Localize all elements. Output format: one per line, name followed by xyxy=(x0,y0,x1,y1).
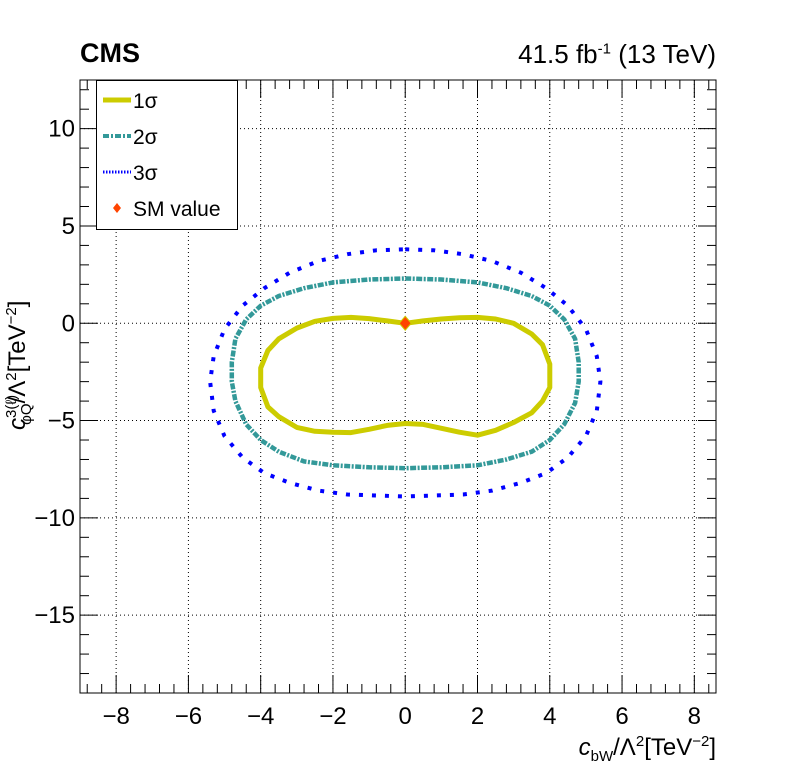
y-tick-label: 5 xyxy=(62,213,75,240)
contour-2sigma xyxy=(229,276,581,471)
y-unit: [TeV xyxy=(4,324,31,373)
legend-entry-sm: SM value xyxy=(97,191,237,225)
y-var-sub: φQ xyxy=(17,403,35,425)
legend-entry-1sigma: 1σ xyxy=(97,83,237,117)
legend-label-sm: SM value xyxy=(133,198,221,221)
x-var-sub: bW xyxy=(590,747,614,765)
x-unit: [TeV xyxy=(644,734,693,761)
y-tick-label: 0 xyxy=(62,310,75,337)
x-tick-label: 0 xyxy=(399,703,412,730)
sm-value-marker xyxy=(398,315,412,332)
plot-frame xyxy=(79,79,717,694)
x-var: c xyxy=(578,734,591,761)
y-sq: 2 xyxy=(3,372,20,381)
legend-marker-sm xyxy=(103,203,131,213)
y-tick-label: −10 xyxy=(34,505,75,532)
y-rest: /Λ xyxy=(4,380,31,404)
legend-entry-3sigma: 3σ xyxy=(97,155,237,189)
x-tick-label: 4 xyxy=(543,703,556,730)
y-close: ] xyxy=(4,300,31,308)
legend-label-3sigma: 3σ xyxy=(133,162,158,185)
legend: 1σ 2σ 3σ SM value xyxy=(96,80,238,230)
legend-line-2sigma xyxy=(103,133,131,139)
lumi-suffix: (13 TeV) xyxy=(610,39,716,69)
experiment-label: CMS xyxy=(80,38,140,68)
x-tick-label: −6 xyxy=(175,703,202,730)
x-close: ] xyxy=(709,734,716,761)
x-tick-label: 6 xyxy=(615,703,628,730)
y-tick-label: −5 xyxy=(48,408,75,435)
x-axis-label: cbW/Λ2[TeV−2] xyxy=(578,733,716,764)
x-tick-label: −8 xyxy=(102,703,129,730)
legend-line-1sigma xyxy=(103,97,131,103)
x-tick-label: −2 xyxy=(319,703,346,730)
y-tick-label: −15 xyxy=(34,602,75,629)
x-rest: /Λ xyxy=(613,734,636,761)
x-tick-label: 8 xyxy=(688,703,701,730)
luminosity-label: 41.5 fb-1 (13 TeV) xyxy=(518,41,716,67)
legend-label-1sigma: 1σ xyxy=(133,90,158,113)
x-unit-exp: −2 xyxy=(692,733,710,750)
y-axis-label: c3(ℓ)φQ/Λ2[TeV−2] xyxy=(3,300,35,430)
contour-1sigma xyxy=(258,314,553,438)
y-tick-label: 10 xyxy=(48,116,75,143)
x-tick-label: 2 xyxy=(471,703,484,730)
legend-line-3sigma xyxy=(103,169,131,175)
x-sq: 2 xyxy=(635,733,645,750)
legend-label-2sigma: 2σ xyxy=(133,126,158,149)
legend-entry-2sigma: 2σ xyxy=(97,119,237,153)
y-unit-exp: −2 xyxy=(3,307,20,325)
x-tick-label: −4 xyxy=(247,703,274,730)
lumi-prefix: 41.5 fb xyxy=(518,39,598,69)
lumi-exponent: -1 xyxy=(597,40,611,58)
